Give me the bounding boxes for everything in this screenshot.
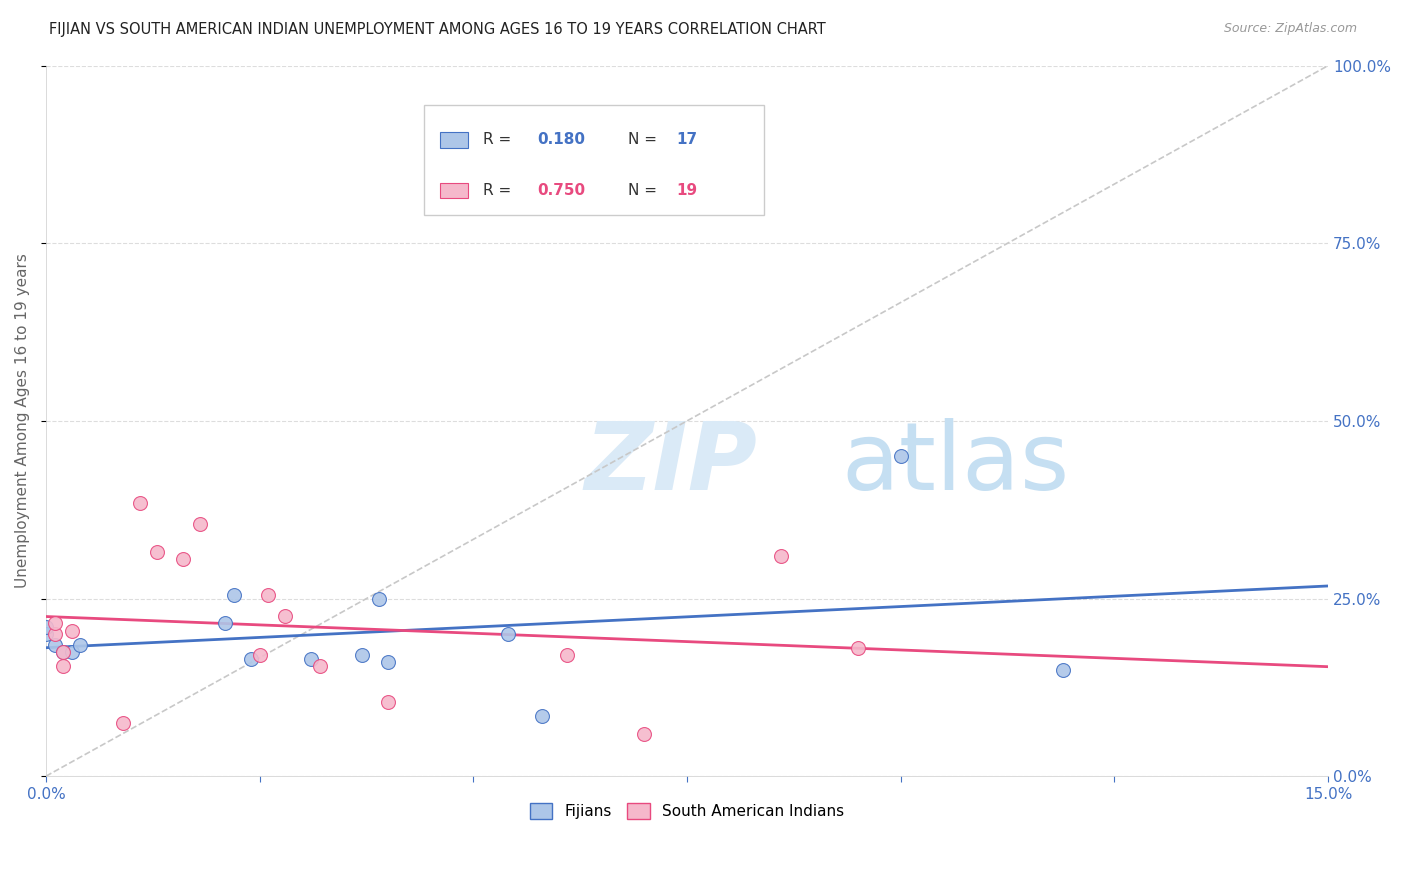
Point — [377, 695, 399, 709]
Point — [222, 588, 245, 602]
Point — [52, 659, 75, 673]
Text: 19: 19 — [676, 183, 697, 198]
Point — [111, 715, 134, 730]
Point — [69, 638, 91, 652]
Point — [172, 552, 194, 566]
Point — [890, 450, 912, 464]
Y-axis label: Unemployment Among Ages 16 to 19 years: Unemployment Among Ages 16 to 19 years — [15, 253, 30, 589]
FancyBboxPatch shape — [425, 104, 763, 215]
Point — [35, 627, 58, 641]
Point — [308, 659, 330, 673]
Point — [352, 648, 374, 663]
Point — [770, 549, 793, 563]
Point — [129, 495, 152, 509]
FancyBboxPatch shape — [440, 132, 468, 148]
Point — [52, 645, 75, 659]
Legend: Fijians, South American Indians: Fijians, South American Indians — [523, 797, 851, 825]
Point — [52, 645, 75, 659]
Text: R =: R = — [484, 132, 516, 147]
Point — [240, 652, 263, 666]
Text: Source: ZipAtlas.com: Source: ZipAtlas.com — [1223, 22, 1357, 36]
Text: 17: 17 — [676, 132, 697, 147]
Point — [368, 591, 391, 606]
Point — [530, 708, 553, 723]
Point — [35, 620, 58, 634]
Point — [633, 726, 655, 740]
Point — [846, 641, 869, 656]
Text: N =: N = — [628, 183, 662, 198]
Point — [496, 627, 519, 641]
Point — [188, 516, 211, 531]
Point — [557, 648, 579, 663]
Point — [1052, 663, 1074, 677]
Point — [214, 616, 236, 631]
Point — [299, 652, 322, 666]
Point — [44, 616, 66, 631]
Point — [44, 627, 66, 641]
Point — [146, 545, 169, 559]
Text: ZIP: ZIP — [585, 417, 758, 509]
Point — [60, 624, 83, 638]
Text: 0.180: 0.180 — [537, 132, 585, 147]
Text: 0.750: 0.750 — [537, 183, 585, 198]
Point — [274, 609, 297, 624]
Text: R =: R = — [484, 183, 516, 198]
Text: FIJIAN VS SOUTH AMERICAN INDIAN UNEMPLOYMENT AMONG AGES 16 TO 19 YEARS CORRELATI: FIJIAN VS SOUTH AMERICAN INDIAN UNEMPLOY… — [49, 22, 825, 37]
Point — [249, 648, 271, 663]
Point — [257, 588, 280, 602]
FancyBboxPatch shape — [440, 183, 468, 198]
Text: atlas: atlas — [841, 417, 1069, 509]
Point — [44, 638, 66, 652]
Text: N =: N = — [628, 132, 662, 147]
Point — [60, 645, 83, 659]
Point — [377, 656, 399, 670]
